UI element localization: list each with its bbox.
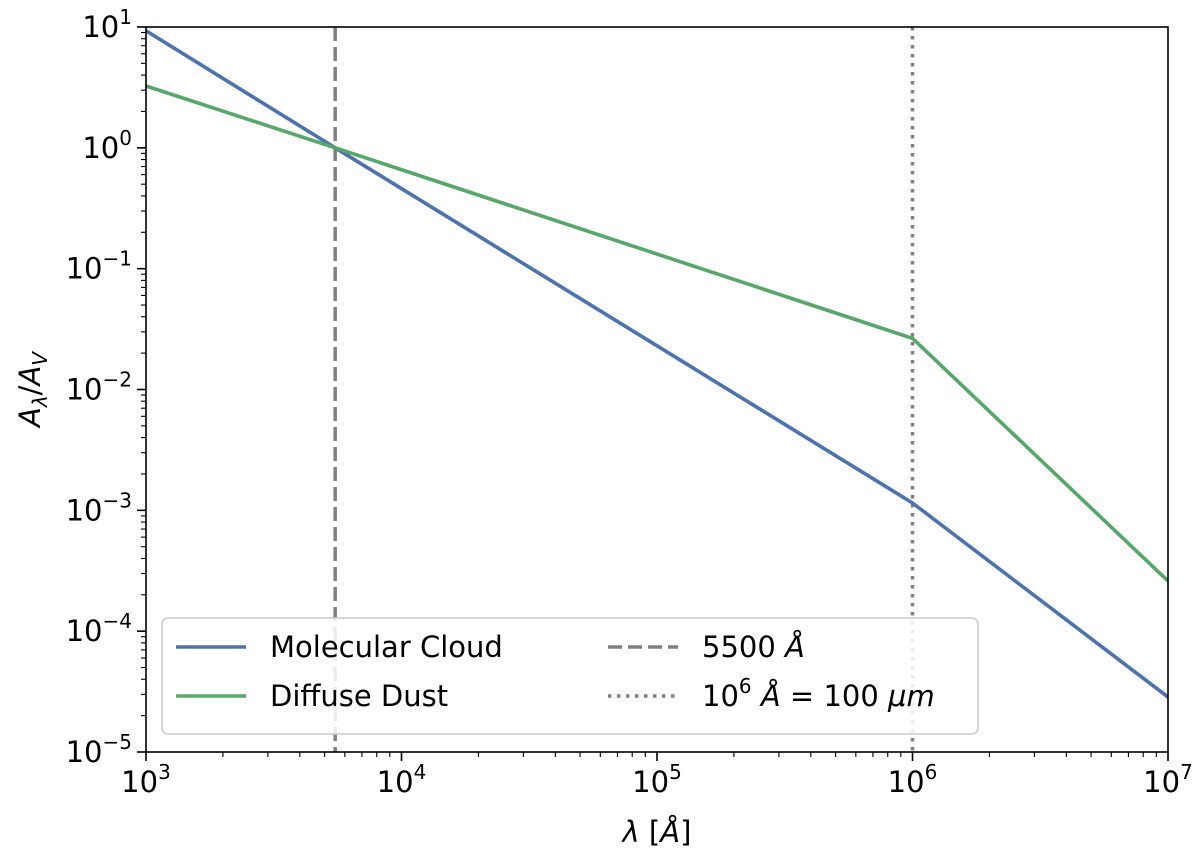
series-line-diffuse-dust	[146, 84, 1168, 583]
y-tick-label: 10−1	[66, 247, 132, 286]
x-tick-label: 107	[1143, 760, 1193, 799]
series-line-molecular-cloud	[146, 29, 1168, 699]
x-tick-label: 104	[377, 760, 427, 799]
series-group	[146, 29, 1168, 699]
plot-area: 103 104 105 106 107 101 100 10−1 10−2 10−3 10−4 10−…	[13, 5, 1193, 849]
y-tick-label: 10−5	[66, 730, 132, 769]
y-tick-label: 100	[82, 126, 132, 165]
legend-label-1: Diffuse Dust	[270, 679, 448, 713]
x-axis-title: λ [Å]	[621, 815, 692, 849]
x-tick-label: 105	[632, 760, 682, 799]
x-tick-label: 106	[888, 760, 938, 799]
y-tick-label: 10−3	[66, 488, 132, 527]
y-axis-title: Aλ/AV	[13, 351, 52, 429]
y-tick-label: 101	[82, 5, 132, 44]
legend-label-3: 106 Å = 100 μm	[702, 674, 935, 713]
legend-label-2: 5500 Å	[702, 630, 805, 664]
y-tick-label: 10−4	[66, 609, 132, 648]
x-tick-label: 103	[121, 760, 171, 799]
legend-frame	[161, 617, 979, 735]
legend-label-0: Molecular Cloud	[270, 630, 503, 664]
legend: Molecular Cloud Diffuse Dust 5500 Å 106 Å =…	[161, 617, 979, 735]
y-tick-label: 10−2	[66, 368, 132, 407]
